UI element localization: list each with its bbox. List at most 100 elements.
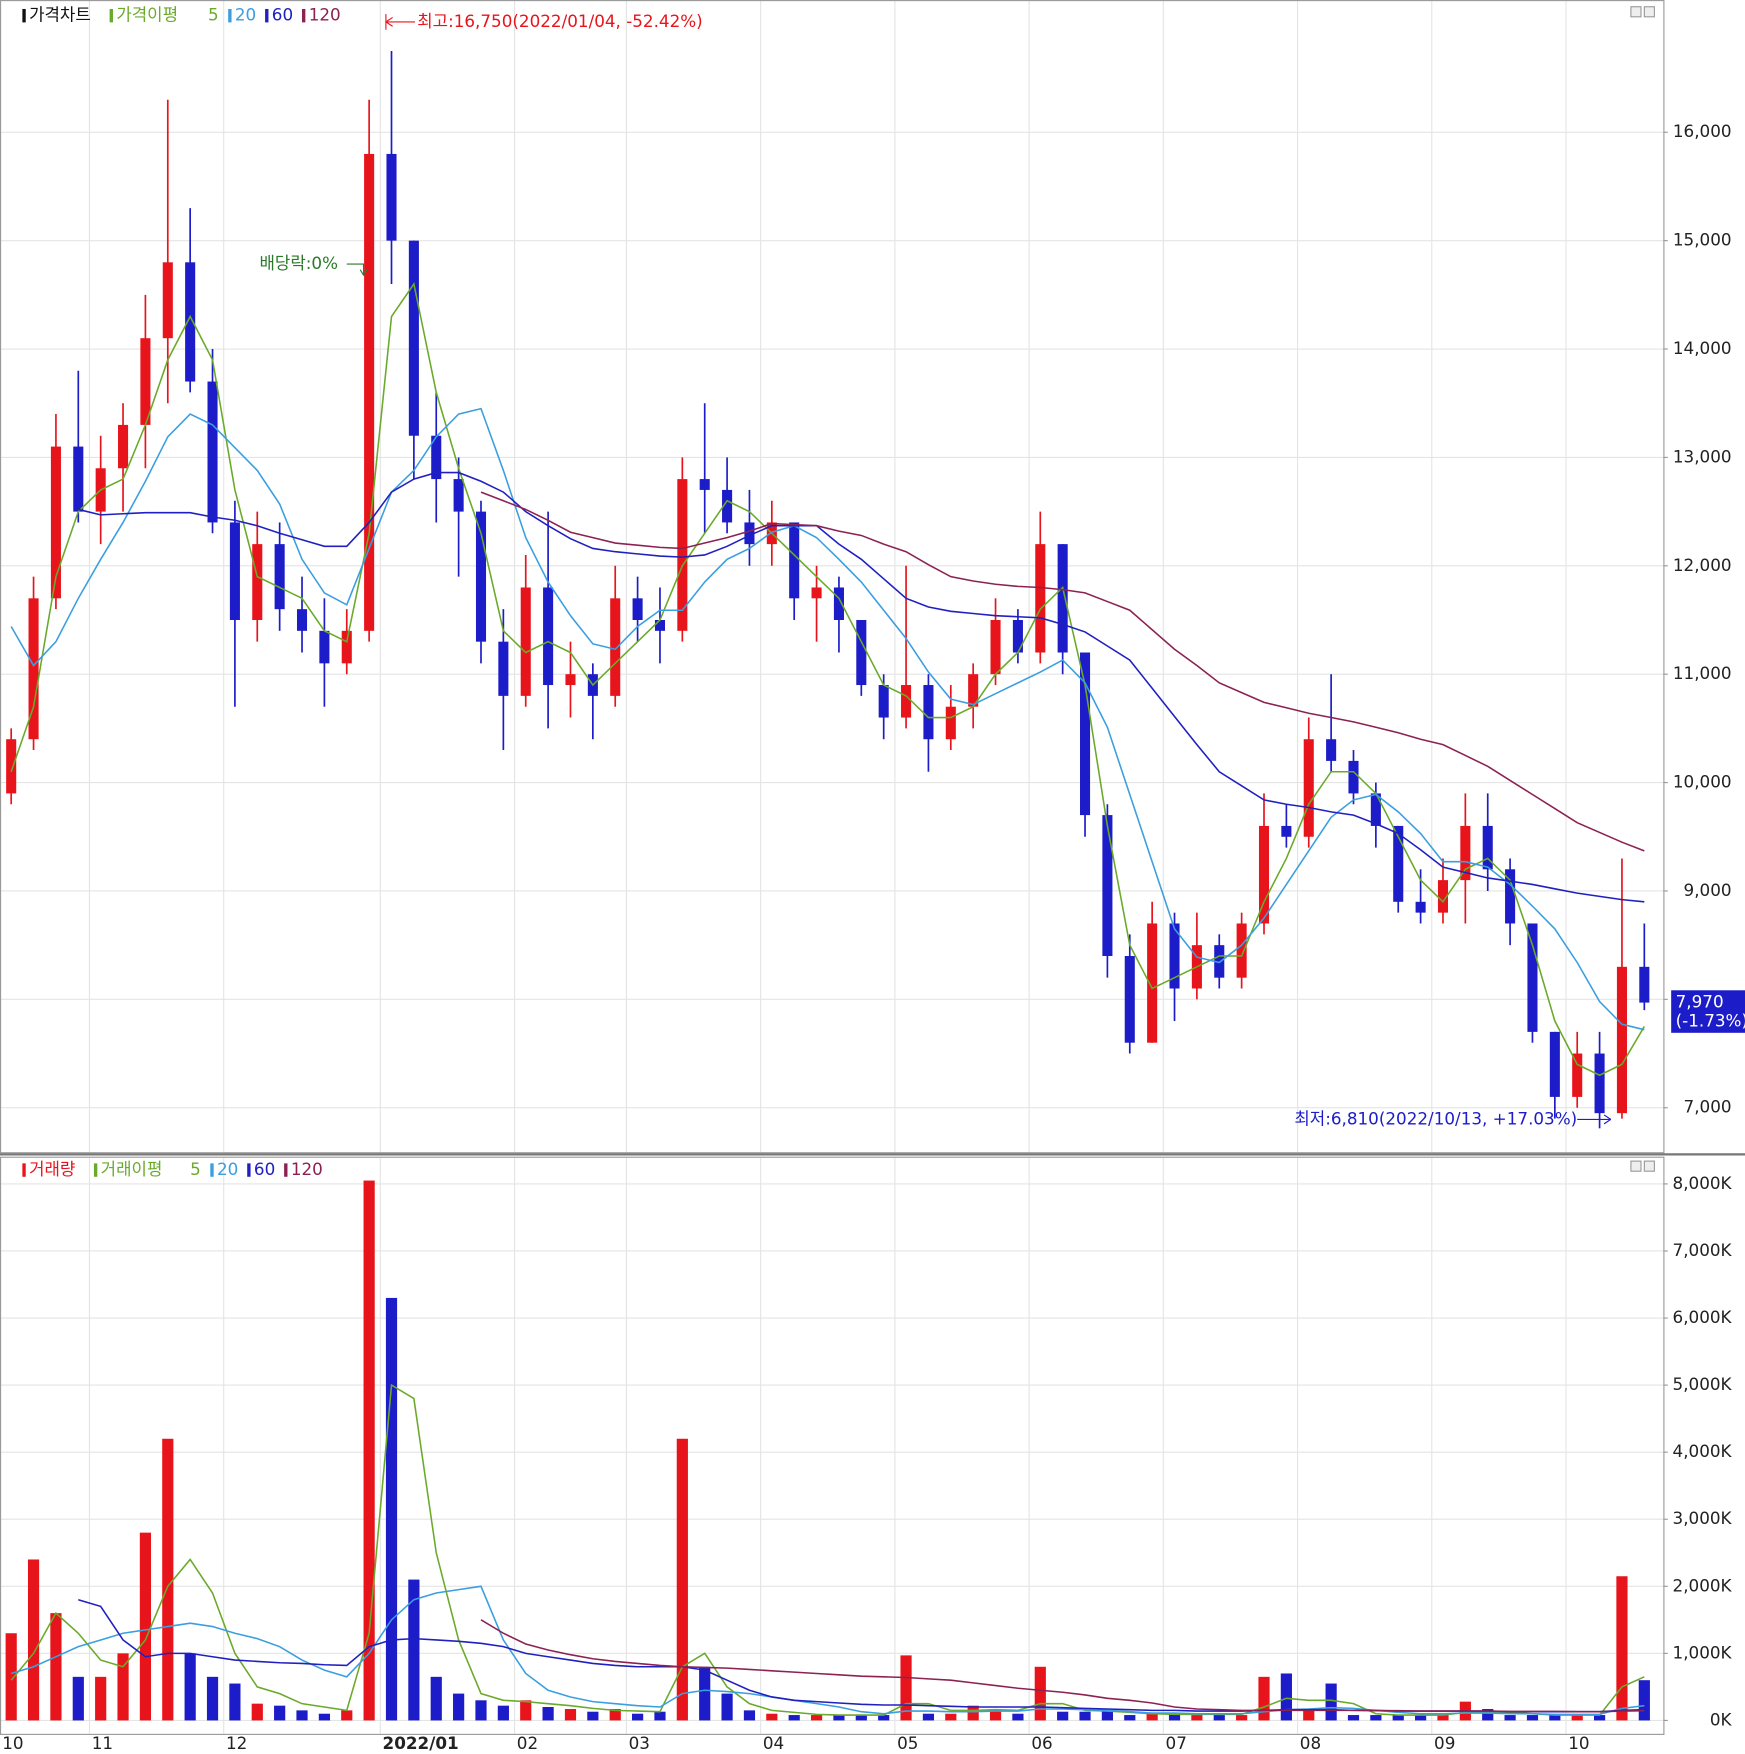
volume-bar (788, 1715, 800, 1721)
volume-bar (520, 1700, 532, 1721)
volume-bar (766, 1713, 778, 1721)
panel-button[interactable] (1630, 6, 1642, 18)
candle-body (475, 511, 487, 642)
y-tick-label: 10,000 (1673, 772, 1732, 792)
candle-body (901, 685, 912, 718)
volume-bar (542, 1707, 554, 1721)
candle-body (1482, 825, 1493, 870)
x-tick-label: 12 (226, 1733, 247, 1753)
y-tick-label: 7,000K (1673, 1240, 1733, 1260)
volume-bar (810, 1715, 823, 1721)
legend-title: 거래량 (29, 1159, 75, 1179)
volume-bar (564, 1709, 577, 1721)
volume-bar (408, 1579, 420, 1721)
volume-bar (1124, 1715, 1136, 1721)
volume-bar (1571, 1715, 1583, 1721)
volume-bar (341, 1710, 353, 1721)
candle-body (1281, 825, 1292, 837)
moving-average-line (10, 407, 1645, 1031)
y-tick-label: 0K (1710, 1709, 1733, 1729)
volume-bar (95, 1676, 107, 1721)
candle-body (1303, 739, 1314, 837)
volume-panel-border (0, 1156, 1665, 1735)
candle-body (1370, 793, 1381, 826)
y-tick-label: 7,000 (1684, 1097, 1732, 1117)
candle-body (1348, 760, 1359, 794)
candle-body (453, 479, 464, 512)
legend-swatch (22, 8, 26, 23)
price-panel-border (0, 0, 1665, 1154)
panel-button[interactable] (1643, 1160, 1655, 1172)
candle-body (543, 587, 554, 686)
volume-bar (676, 1438, 688, 1721)
volume-bar (654, 1711, 666, 1721)
volume-bar (1012, 1713, 1024, 1721)
x-tick-label: 02 (517, 1733, 538, 1753)
panel-button[interactable] (1643, 6, 1655, 18)
x-tick-label: 05 (897, 1733, 918, 1753)
volume-bar (1191, 1715, 1203, 1721)
candle-body (341, 630, 352, 664)
candle-body (1572, 1053, 1583, 1097)
volume-bar (1325, 1683, 1337, 1721)
candle-body (1527, 923, 1538, 1032)
volume-bar (453, 1693, 465, 1721)
x-tick-label: 03 (629, 1733, 650, 1753)
volume-bar (945, 1713, 957, 1721)
volume-bar (1415, 1715, 1427, 1721)
candle-body (833, 587, 844, 620)
volume-bar (1549, 1715, 1561, 1721)
candle-body (520, 587, 531, 696)
legend-ma-title: 거래이평 (101, 1159, 163, 1179)
annotation-low: 최저:6,810(2022/10/13, +17.03%) (1294, 1108, 1577, 1128)
candle-body (1460, 825, 1471, 881)
legend-swatch (22, 1163, 26, 1177)
candle-body (1169, 923, 1180, 989)
candle-body (185, 262, 196, 382)
volume-bar (587, 1711, 599, 1721)
volume-bar (967, 1705, 979, 1721)
legend-swatch (228, 8, 232, 23)
candle-body (118, 424, 129, 469)
panel-button[interactable] (1630, 1160, 1642, 1172)
last-price-box (1671, 990, 1745, 1033)
y-tick-label: 3,000K (1673, 1508, 1733, 1528)
volume-bar (1079, 1711, 1091, 1721)
y-tick-label: 8,000K (1673, 1173, 1733, 1193)
volume-bar (743, 1710, 756, 1721)
legend-entry: 120 (309, 5, 341, 25)
volume-bar (1236, 1715, 1248, 1721)
y-tick-label: 15,000 (1673, 230, 1732, 250)
plot (5, 50, 1650, 1721)
candle-body (856, 619, 867, 686)
volume-bar (1213, 1715, 1225, 1721)
volume-bar (1593, 1715, 1606, 1721)
volume-bar (1347, 1715, 1360, 1721)
volume-bar (251, 1703, 263, 1721)
volume-bar (878, 1715, 890, 1721)
x-tick-label: 10 (1568, 1733, 1589, 1753)
annotation-dividend: 배당락:0% (260, 253, 339, 273)
candle-body (1505, 869, 1516, 924)
x-tick-label: 11 (92, 1733, 113, 1753)
candle-body (1437, 880, 1449, 913)
candle-body (140, 338, 151, 425)
volume-bar (385, 1297, 398, 1721)
candle-body (364, 153, 375, 631)
candle-body (722, 489, 733, 523)
last-price-label: 7,970 (1676, 992, 1724, 1012)
legend-entry: 20 (235, 5, 256, 25)
moving-average-line (480, 1619, 1645, 1713)
volume-bar (296, 1710, 308, 1721)
candle-body (610, 598, 621, 696)
volume-bar (1437, 1715, 1449, 1721)
volume-bar (50, 1613, 62, 1721)
candle-body (968, 674, 979, 707)
x-tick-label: 08 (1300, 1733, 1321, 1753)
volume-bar (855, 1715, 867, 1721)
candle-body (878, 685, 889, 718)
overlay: 7,0008,0009,00010,00011,00012,00013,0001… (2, 5, 1745, 1753)
moving-average-line (480, 491, 1645, 852)
volume-bar (1168, 1713, 1181, 1721)
